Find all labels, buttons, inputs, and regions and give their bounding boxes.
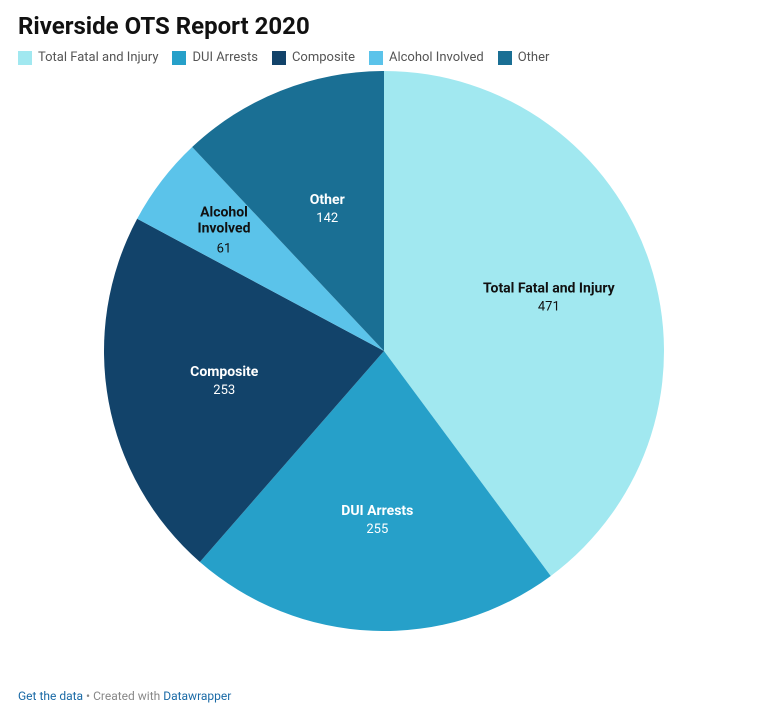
slice-value: 61 — [217, 241, 232, 256]
chart-title: Riverside OTS Report 2020 — [18, 12, 750, 40]
footer-separator: • Created with — [83, 689, 163, 703]
slice-value: 471 — [538, 300, 560, 315]
datawrapper-link[interactable]: Datawrapper — [163, 689, 231, 703]
slice-value: 253 — [213, 383, 235, 398]
legend-label: Total Fatal and Injury — [38, 50, 158, 65]
slice-label: DUI Arrests — [341, 503, 413, 519]
chart-footer: Get the data • Created with Datawrapper — [18, 689, 231, 703]
legend-item: Total Fatal and Injury — [18, 50, 158, 65]
legend: Total Fatal and Injury DUI Arrests Composi… — [18, 50, 750, 65]
legend-label: Alcohol Involved — [389, 50, 484, 65]
legend-item: DUI Arrests — [172, 50, 257, 65]
legend-item: Composite — [272, 50, 355, 65]
get-data-link[interactable]: Get the data — [18, 689, 83, 703]
pie-chart-container: Total Fatal and Injury 471 DUI Arrests 255 C… — [18, 71, 750, 631]
legend-swatch — [18, 51, 32, 65]
legend-swatch — [369, 51, 383, 65]
legend-label: Composite — [292, 50, 355, 65]
legend-swatch — [272, 51, 286, 65]
slice-label: Other — [310, 192, 345, 208]
legend-swatch — [498, 51, 512, 65]
pie-chart: Total Fatal and Injury 471 DUI Arrests 255 C… — [104, 71, 664, 631]
slice-value: 142 — [316, 211, 338, 226]
legend-item: Alcohol Involved — [369, 50, 484, 65]
slice-label: Composite — [190, 364, 259, 380]
legend-swatch — [172, 51, 186, 65]
slice-label: AlcoholInvolved — [197, 204, 250, 236]
slice-label: Total Fatal and Injury — [483, 281, 616, 297]
legend-label: Other — [518, 50, 550, 65]
legend-label: DUI Arrests — [192, 50, 257, 65]
legend-item: Other — [498, 50, 550, 65]
slice-value: 255 — [366, 522, 388, 537]
